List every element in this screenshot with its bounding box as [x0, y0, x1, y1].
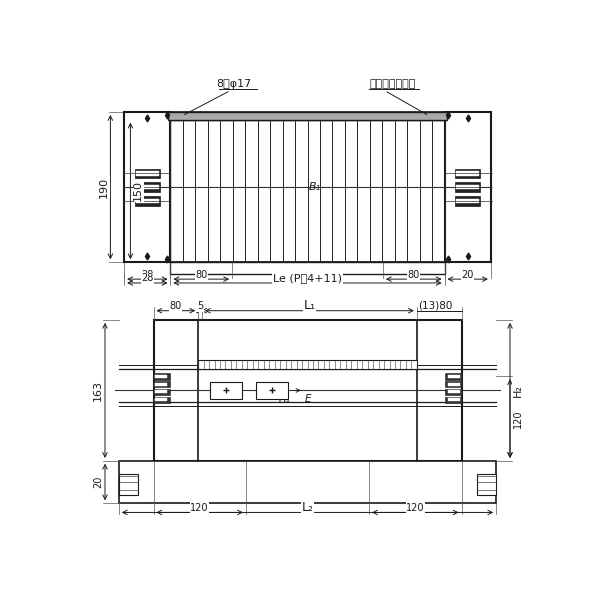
Bar	[448, 383, 460, 386]
Bar	[153, 397, 170, 403]
Bar	[153, 389, 170, 395]
Bar	[168, 112, 447, 120]
Text: L₂: L₂	[302, 500, 314, 514]
Bar	[170, 120, 445, 262]
Bar	[119, 473, 138, 495]
Bar	[445, 389, 462, 395]
Text: 120: 120	[406, 503, 425, 513]
Bar	[457, 199, 479, 203]
Bar	[448, 375, 460, 378]
Text: 20: 20	[461, 269, 474, 280]
Text: 28: 28	[141, 274, 154, 283]
Text: 163: 163	[93, 380, 103, 401]
Bar	[198, 361, 417, 369]
Bar	[134, 169, 160, 178]
Text: H₂: H₂	[513, 384, 523, 397]
Text: B₁: B₁	[309, 182, 321, 192]
Bar	[455, 196, 481, 206]
Bar	[136, 171, 158, 176]
Bar	[134, 182, 160, 192]
Bar	[210, 382, 242, 399]
Bar	[445, 381, 462, 388]
Text: 120: 120	[513, 409, 523, 428]
Bar	[455, 169, 481, 178]
Bar	[256, 382, 288, 399]
Text: 190: 190	[99, 176, 109, 197]
Bar	[134, 196, 160, 206]
Text: 80: 80	[407, 269, 420, 280]
Text: 20: 20	[93, 476, 103, 488]
Bar	[153, 381, 170, 388]
Bar	[477, 473, 496, 495]
Text: 5: 5	[197, 301, 203, 311]
Text: 20: 20	[141, 269, 154, 280]
Text: バックストッパ: バックストッパ	[369, 79, 415, 89]
Bar	[155, 383, 167, 386]
Text: Le (P－4+11): Le (P－4+11)	[273, 274, 342, 283]
Bar	[153, 373, 170, 380]
Bar	[136, 199, 158, 203]
Text: 80: 80	[195, 269, 208, 280]
Bar	[154, 320, 461, 461]
Bar	[155, 391, 167, 394]
Text: 150: 150	[133, 181, 143, 202]
Bar	[448, 398, 460, 401]
Text: (13)80: (13)80	[418, 301, 453, 310]
Bar	[445, 397, 462, 403]
Bar	[170, 262, 445, 274]
Bar	[124, 112, 170, 262]
Text: E: E	[304, 394, 311, 404]
Text: L₁: L₁	[304, 299, 316, 312]
Text: 8－φ17: 8－φ17	[217, 79, 252, 89]
Bar	[155, 398, 167, 401]
Bar	[136, 185, 158, 190]
Text: H₁: H₁	[278, 394, 290, 404]
Bar	[457, 171, 479, 176]
Bar	[455, 182, 481, 192]
Bar	[448, 391, 460, 394]
Bar	[119, 461, 496, 503]
Bar	[457, 185, 479, 190]
Bar	[445, 373, 462, 380]
Bar	[155, 375, 167, 378]
Text: 120: 120	[190, 503, 209, 513]
Bar	[445, 112, 491, 262]
Text: 80: 80	[170, 301, 182, 311]
